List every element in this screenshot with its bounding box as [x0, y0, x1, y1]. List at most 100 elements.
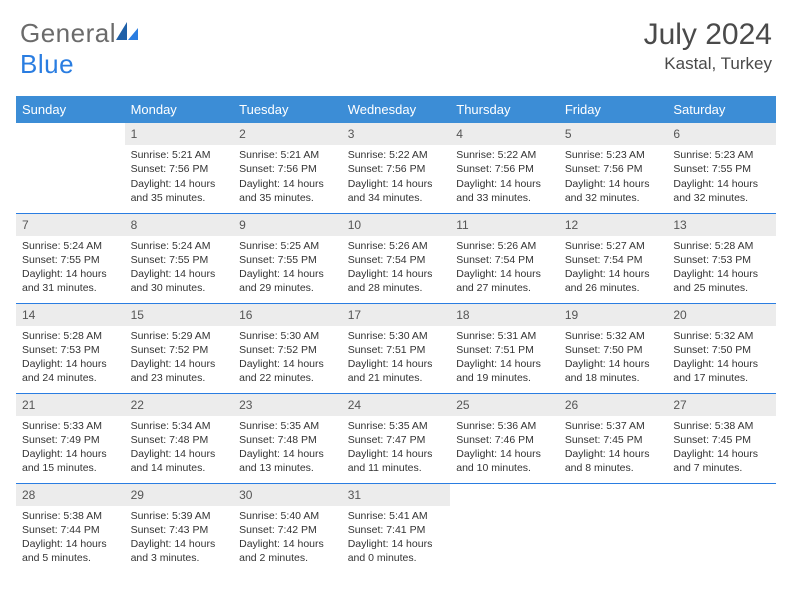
calendar-day-cell: 20Sunrise: 5:32 AMSunset: 7:50 PMDayligh… — [667, 303, 776, 393]
daylight1-text: Daylight: 14 hours — [131, 267, 228, 281]
day-number: 25 — [450, 394, 559, 416]
daylight1-text: Daylight: 14 hours — [348, 447, 445, 461]
calendar-week-row: 1 Sunrise: 5:21 AM Sunset: 7:56 PM Daylight… — [16, 123, 776, 213]
calendar-day-cell: 21Sunrise: 5:33 AMSunset: 7:49 PMDayligh… — [16, 393, 125, 483]
day-number: 29 — [125, 484, 234, 506]
daylight2-text: and 29 minutes. — [239, 281, 336, 295]
daylight2-text: and 5 minutes. — [22, 551, 119, 565]
calendar-day-cell: 13Sunrise: 5:28 AMSunset: 7:53 PMDayligh… — [667, 213, 776, 303]
day-number: 18 — [450, 304, 559, 326]
day-number: 28 — [16, 484, 125, 506]
daylight2-text: and 32 minutes. — [565, 191, 662, 205]
weekday-header: Friday — [559, 96, 668, 123]
sunrise-text: Sunrise: 5:28 AM — [22, 329, 119, 343]
sunrise-text: Sunrise: 5:38 AM — [22, 509, 119, 523]
logo: GeneralBlue — [20, 18, 138, 80]
sunset-text: Sunset: 7:51 PM — [348, 343, 445, 357]
sunrise-text: Sunrise: 5:41 AM — [348, 509, 445, 523]
sunset-text: Sunset: 7:55 PM — [22, 253, 119, 267]
calendar-day-cell: 16Sunrise: 5:30 AMSunset: 7:52 PMDayligh… — [233, 303, 342, 393]
sunrise-text: Sunrise: 5:21 AM — [239, 148, 336, 162]
daylight2-text: and 22 minutes. — [239, 371, 336, 385]
sunset-text: Sunset: 7:41 PM — [348, 523, 445, 537]
sunrise-text: Sunrise: 5:22 AM — [456, 148, 553, 162]
sunrise-text: Sunrise: 5:21 AM — [131, 148, 228, 162]
calendar-day-cell: 4Sunrise: 5:22 AMSunset: 7:56 PMDaylight… — [450, 123, 559, 213]
sunrise-text: Sunrise: 5:32 AM — [673, 329, 770, 343]
daylight2-text: and 14 minutes. — [131, 461, 228, 475]
calendar-day-cell: 23Sunrise: 5:35 AMSunset: 7:48 PMDayligh… — [233, 393, 342, 483]
calendar-day-cell: 24Sunrise: 5:35 AMSunset: 7:47 PMDayligh… — [342, 393, 451, 483]
sunrise-text: Sunrise: 5:37 AM — [565, 419, 662, 433]
sunset-text: Sunset: 7:53 PM — [22, 343, 119, 357]
daylight2-text: and 30 minutes. — [131, 281, 228, 295]
calendar-day-cell: 30Sunrise: 5:40 AMSunset: 7:42 PMDayligh… — [233, 483, 342, 573]
calendar-day-cell: 22Sunrise: 5:34 AMSunset: 7:48 PMDayligh… — [125, 393, 234, 483]
sunset-text: Sunset: 7:46 PM — [456, 433, 553, 447]
sunset-text: Sunset: 7:55 PM — [239, 253, 336, 267]
daylight1-text: Daylight: 14 hours — [22, 447, 119, 461]
calendar-day-cell: 26Sunrise: 5:37 AMSunset: 7:45 PMDayligh… — [559, 393, 668, 483]
month-title: July 2024 — [644, 18, 772, 52]
calendar-day-cell: 11Sunrise: 5:26 AMSunset: 7:54 PMDayligh… — [450, 213, 559, 303]
weekday-header: Tuesday — [233, 96, 342, 123]
sunrise-text: Sunrise: 5:30 AM — [239, 329, 336, 343]
daylight1-text: Daylight: 14 hours — [456, 357, 553, 371]
sunrise-text: Sunrise: 5:28 AM — [673, 239, 770, 253]
daylight1-text: Daylight: 14 hours — [456, 177, 553, 191]
day-number: 24 — [342, 394, 451, 416]
daylight2-text: and 7 minutes. — [673, 461, 770, 475]
sunset-text: Sunset: 7:52 PM — [239, 343, 336, 357]
day-number: 22 — [125, 394, 234, 416]
daylight1-text: Daylight: 14 hours — [131, 447, 228, 461]
day-number: 26 — [559, 394, 668, 416]
weekday-header: Saturday — [667, 96, 776, 123]
calendar-day-cell: 12Sunrise: 5:27 AMSunset: 7:54 PMDayligh… — [559, 213, 668, 303]
sunset-text: Sunset: 7:45 PM — [673, 433, 770, 447]
calendar-day-cell: 8Sunrise: 5:24 AMSunset: 7:55 PMDaylight… — [125, 213, 234, 303]
day-number: 2 — [233, 123, 342, 145]
day-number: 23 — [233, 394, 342, 416]
weekday-header: Thursday — [450, 96, 559, 123]
daylight2-text: and 19 minutes. — [456, 371, 553, 385]
daylight1-text: Daylight: 14 hours — [239, 177, 336, 191]
calendar-day-cell: 27Sunrise: 5:38 AMSunset: 7:45 PMDayligh… — [667, 393, 776, 483]
daylight1-text: Daylight: 14 hours — [22, 267, 119, 281]
day-number: 31 — [342, 484, 451, 506]
daylight2-text: and 26 minutes. — [565, 281, 662, 295]
daylight1-text: Daylight: 14 hours — [131, 357, 228, 371]
sunset-text: Sunset: 7:54 PM — [565, 253, 662, 267]
sunrise-text: Sunrise: 5:29 AM — [131, 329, 228, 343]
daylight1-text: Daylight: 14 hours — [239, 357, 336, 371]
daylight1-text: Daylight: 14 hours — [673, 447, 770, 461]
sunrise-text: Sunrise: 5:33 AM — [22, 419, 119, 433]
sunset-text: Sunset: 7:56 PM — [348, 162, 445, 176]
logo-sail-icon — [116, 18, 138, 49]
day-number: 9 — [233, 214, 342, 236]
sunset-text: Sunset: 7:53 PM — [673, 253, 770, 267]
daylight1-text: Daylight: 14 hours — [131, 177, 228, 191]
location: Kastal, Turkey — [644, 54, 772, 74]
daylight2-text: and 10 minutes. — [456, 461, 553, 475]
day-number: 8 — [125, 214, 234, 236]
sunrise-text: Sunrise: 5:24 AM — [131, 239, 228, 253]
sunrise-text: Sunrise: 5:39 AM — [131, 509, 228, 523]
calendar-week-row: 7Sunrise: 5:24 AMSunset: 7:55 PMDaylight… — [16, 213, 776, 303]
calendar-day-cell: 31Sunrise: 5:41 AMSunset: 7:41 PMDayligh… — [342, 483, 451, 573]
daylight1-text: Daylight: 14 hours — [348, 267, 445, 281]
daylight2-text: and 8 minutes. — [565, 461, 662, 475]
sunset-text: Sunset: 7:56 PM — [565, 162, 662, 176]
daylight1-text: Daylight: 14 hours — [565, 357, 662, 371]
calendar-day-cell: 2Sunrise: 5:21 AMSunset: 7:56 PMDaylight… — [233, 123, 342, 213]
day-number: 13 — [667, 214, 776, 236]
day-number: 1 — [125, 123, 234, 145]
daylight2-text: and 35 minutes. — [239, 191, 336, 205]
sunset-text: Sunset: 7:52 PM — [131, 343, 228, 357]
sunset-text: Sunset: 7:50 PM — [673, 343, 770, 357]
logo-text-part1: General — [20, 18, 116, 48]
sunset-text: Sunset: 7:47 PM — [348, 433, 445, 447]
daylight2-text: and 18 minutes. — [565, 371, 662, 385]
day-number: 6 — [667, 123, 776, 145]
daylight1-text: Daylight: 14 hours — [673, 357, 770, 371]
calendar-day-cell: 3Sunrise: 5:22 AMSunset: 7:56 PMDaylight… — [342, 123, 451, 213]
